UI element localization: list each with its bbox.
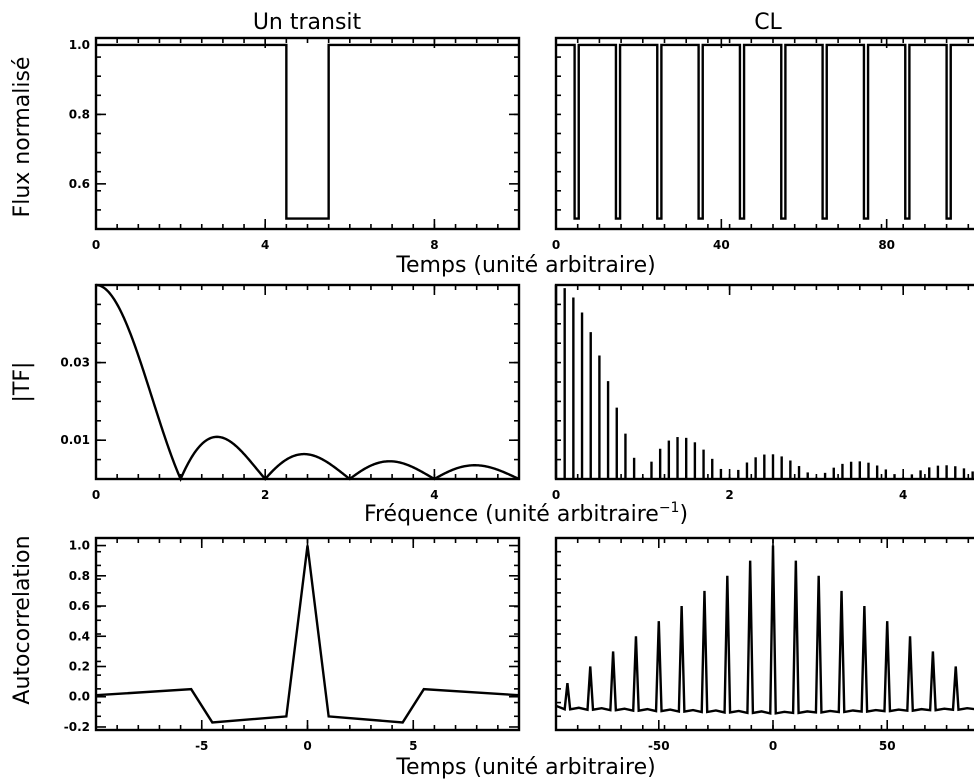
x-tick-label: 2: [725, 488, 733, 502]
x-tick-label: 8: [430, 238, 438, 252]
x-tick-label: 0: [552, 238, 560, 252]
xlabel-row1: Temps (unité arbitraire): [395, 253, 655, 278]
panel-flux_single: 0 4 8 0.6 0.8 1.0: [69, 36, 521, 252]
title-left: Un transit: [253, 10, 362, 35]
ylabel-row2: |TF|: [10, 362, 35, 403]
panel-acf_periodic: -50 0 50: [554, 536, 974, 753]
x-tick-label: 50: [879, 739, 896, 753]
xlabel-row2: Fréquence (unité arbitraire−1): [364, 500, 688, 527]
y-tick-label: 0.03: [60, 356, 90, 370]
y-tick-label: 0.6: [69, 599, 90, 613]
x-tick-label: 80: [878, 238, 895, 252]
panel-acf_single: -5 0 5 -0.2 0.0 0.2 0.4 0.6 0.8 1.0: [64, 536, 521, 753]
frame-acf_single: [94, 536, 521, 732]
x-tick-label: 0: [552, 488, 560, 502]
ft-single-curve: [95, 283, 520, 482]
flux-periodic-line: [556, 43, 974, 220]
frame-flux_single: [94, 36, 521, 231]
y-tick-label: 0.8: [69, 569, 90, 583]
acf-periodic-line: [555, 545, 974, 715]
x-tick-label: -5: [195, 739, 208, 753]
x-tick-label: 0: [303, 739, 311, 753]
x-tick-label: 0: [92, 238, 100, 252]
y-tick-label: 0.6: [69, 177, 90, 191]
frame-flux_periodic: [554, 36, 974, 231]
y-tick-label: 0.0: [69, 690, 90, 704]
ylabel-row3: Autocorrelation: [10, 535, 35, 704]
y-tick-label: 0.8: [69, 107, 90, 121]
xlabel-row3: Temps (unité arbitraire): [395, 755, 655, 780]
y-tick-label: 0.2: [69, 660, 90, 674]
ylabel-row1: Flux normalisé: [10, 57, 35, 218]
flux-single-line: [96, 43, 519, 220]
y-tick-label: 1.0: [69, 539, 90, 553]
y-tick-label: 1.0: [69, 38, 90, 52]
x-tick-label: 0: [92, 488, 100, 502]
panel-ft_periodic: 0 2 4: [552, 283, 974, 502]
panel-ft_single: 0 2 4 0.01 0.03: [60, 283, 521, 502]
title-right: CL: [754, 10, 782, 35]
frame-ft_periodic: [554, 283, 974, 481]
frame-ft_single: [94, 283, 521, 481]
x-tick-label: 2: [261, 488, 269, 502]
y-tick-label: -0.2: [64, 720, 90, 734]
x-tick-label: -50: [648, 739, 670, 753]
acf-single-line: [95, 545, 520, 724]
x-tick-label: 0: [769, 739, 777, 753]
x-tick-label: 4: [261, 238, 269, 252]
panel-flux_periodic: 0 40 80: [552, 36, 974, 252]
y-tick-label: 0.01: [60, 433, 90, 447]
y-tick-label: 0.4: [69, 629, 90, 643]
x-tick-label: 4: [430, 488, 438, 502]
x-tick-label: 40: [713, 238, 730, 252]
x-tick-label: 5: [409, 739, 417, 753]
x-tick-label: 4: [899, 488, 907, 502]
